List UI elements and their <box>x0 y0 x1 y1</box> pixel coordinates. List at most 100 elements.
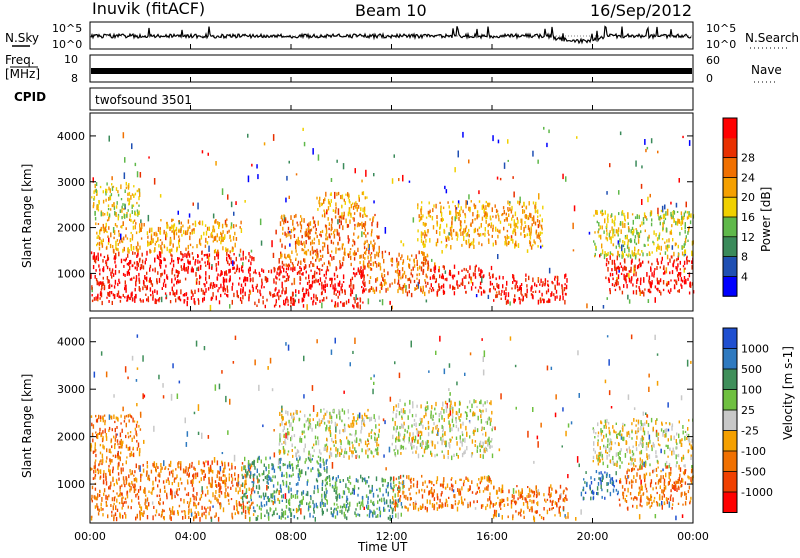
velocity-echo <box>283 435 284 437</box>
power-echo <box>133 221 134 224</box>
power-echo <box>305 264 306 269</box>
velocity-speck <box>109 414 111 420</box>
velocity-echo <box>268 470 269 474</box>
velocity-echo <box>120 486 121 490</box>
power-echo <box>323 297 324 301</box>
velocity-echo <box>393 406 394 411</box>
power-echo <box>458 271 459 275</box>
velocity-speck <box>540 423 542 428</box>
power-echo <box>670 288 671 292</box>
power-ylabel: Slant Range [km] <box>20 164 34 268</box>
power-echo <box>195 259 196 263</box>
velocity-echo <box>190 498 191 502</box>
velocity-echo <box>378 444 379 447</box>
power-echo <box>565 293 566 296</box>
power-echo <box>183 294 184 296</box>
power-echo <box>167 222 168 226</box>
power-echo <box>207 254 208 259</box>
velocity-echo <box>253 484 254 487</box>
beam-title: Beam 10 <box>355 1 427 20</box>
power-echo <box>284 280 285 282</box>
velocity-echo <box>195 515 196 519</box>
power-echo <box>91 285 92 290</box>
power-echo <box>196 281 197 284</box>
velocity-echo <box>208 477 209 479</box>
power-echo <box>313 300 314 303</box>
power-echo <box>182 225 183 228</box>
power-echo <box>130 214 131 218</box>
power-echo <box>424 279 425 282</box>
power-echo <box>322 242 323 244</box>
power-echo <box>679 272 680 275</box>
velocity-echo <box>330 430 331 434</box>
velocity-speck <box>448 388 450 391</box>
power-echo <box>239 268 240 273</box>
power-echo <box>439 287 440 291</box>
velocity-speck <box>186 494 188 496</box>
velocity-echo <box>105 428 106 433</box>
power-echo <box>241 300 242 304</box>
power-echo <box>323 199 324 204</box>
power-echo <box>600 235 601 240</box>
velocity-echo <box>222 462 223 466</box>
velocity-speck <box>394 361 396 364</box>
power-echo <box>127 198 128 202</box>
power-echo <box>461 206 462 210</box>
velocity-speck <box>605 380 607 384</box>
power-echo <box>643 278 644 283</box>
power-echo <box>151 280 152 285</box>
power-echo <box>423 286 424 291</box>
power-echo <box>160 227 161 230</box>
power-speck <box>572 223 574 229</box>
power-echo <box>95 184 96 188</box>
velocity-speck <box>296 508 298 513</box>
power-echo <box>217 273 218 276</box>
power-echo <box>470 223 471 228</box>
velocity-echo <box>268 475 269 478</box>
velocity-echo <box>319 423 320 427</box>
velocity-speck <box>136 403 138 406</box>
power-echo <box>249 290 250 293</box>
velocity-echo <box>104 415 105 417</box>
velocity-echo <box>159 502 160 505</box>
power-echo <box>121 216 122 219</box>
power-echo <box>205 238 206 243</box>
velocity-echo <box>308 506 309 511</box>
power-colorbar-swatch <box>723 138 737 158</box>
power-echo <box>507 300 508 304</box>
power-echo <box>683 265 684 267</box>
power-echo <box>166 233 167 237</box>
velocity-speck <box>579 393 581 398</box>
velocity-echo <box>350 423 351 428</box>
power-speck <box>233 212 235 216</box>
power-echo <box>489 272 490 276</box>
velocity-echo <box>256 485 257 489</box>
velocity-echo <box>117 509 118 512</box>
power-speck <box>426 300 428 303</box>
power-echo <box>368 260 369 264</box>
power-echo <box>612 219 613 224</box>
velocity-echo <box>315 436 316 440</box>
power-echo <box>288 227 289 231</box>
velocity-speck <box>649 435 651 440</box>
velocity-echo <box>275 508 276 511</box>
power-echo <box>111 183 112 185</box>
power-echo <box>660 253 661 255</box>
velocity-echo <box>439 413 440 417</box>
velocity-echo <box>232 485 233 487</box>
velocity-echo <box>113 515 114 519</box>
power-echo <box>369 280 370 284</box>
power-echo <box>548 289 549 293</box>
velocity-echo <box>272 514 273 516</box>
power-echo <box>342 289 343 294</box>
velocity-echo <box>363 423 364 426</box>
power-echo <box>371 233 372 237</box>
power-echo <box>509 203 510 206</box>
velocity-echo <box>124 420 125 422</box>
velocity-echo <box>342 496 343 498</box>
velocity-echo <box>343 479 344 482</box>
power-echo <box>333 231 334 234</box>
velocity-echo <box>290 508 291 513</box>
power-echo <box>402 262 403 265</box>
velocity-echo <box>323 408 324 410</box>
